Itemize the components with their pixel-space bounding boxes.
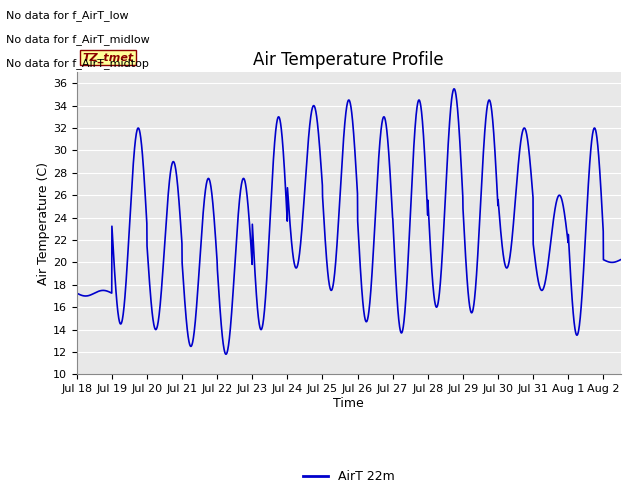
Y-axis label: Air Temperature (C): Air Temperature (C) bbox=[37, 162, 50, 285]
Legend: AirT 22m: AirT 22m bbox=[298, 465, 399, 480]
Text: No data for f_AirT_midtop: No data for f_AirT_midtop bbox=[6, 58, 149, 69]
Text: TZ_tmet: TZ_tmet bbox=[82, 53, 134, 63]
Title: Air Temperature Profile: Air Temperature Profile bbox=[253, 51, 444, 69]
X-axis label: Time: Time bbox=[333, 397, 364, 410]
Text: No data for f_AirT_low: No data for f_AirT_low bbox=[6, 10, 129, 21]
Text: No data for f_AirT_midlow: No data for f_AirT_midlow bbox=[6, 34, 150, 45]
